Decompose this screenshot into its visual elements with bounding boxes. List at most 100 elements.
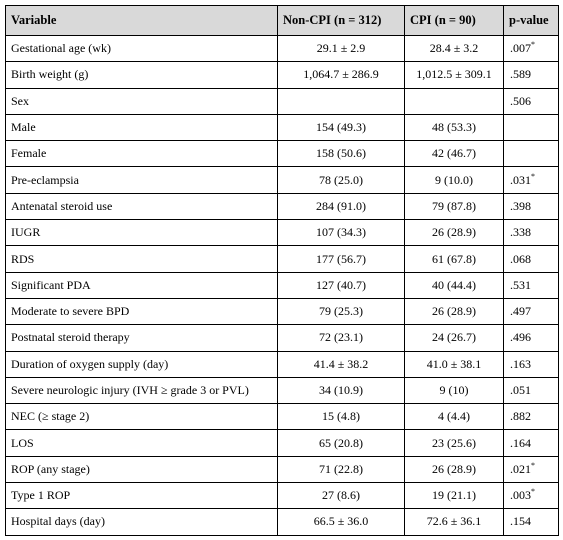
table-cell: 27 (8.6) bbox=[277, 482, 405, 510]
header-text: Variable bbox=[11, 13, 57, 27]
cell-text: 1,064.7 ± 286.9 bbox=[303, 67, 379, 82]
table-row: Moderate to severe BPD 79 (25.3) 26 (28.9)… bbox=[5, 297, 559, 326]
table-row: Pre-eclampsia 78 (25.0) 9 (10.0) .031* bbox=[5, 166, 559, 194]
table-cell: 284 (91.0) bbox=[277, 192, 405, 221]
cell-text: 158 (50.6) bbox=[316, 146, 366, 161]
cell-text: 23 (25.6) bbox=[432, 435, 476, 450]
table-row: Hospital days (day) 66.5 ± 36.0 72.6 ± 36.… bbox=[5, 508, 559, 536]
cell-text: Hospital days (day) bbox=[11, 514, 105, 529]
table-cell: 24 (26.7) bbox=[404, 324, 504, 352]
cell-text: Severe neurologic injury (IVH ≥ grade 3 … bbox=[11, 383, 249, 397]
table-cell: .882 bbox=[503, 403, 559, 431]
table-row: Sex .506 bbox=[5, 87, 559, 115]
cell-text: Postnatal steroid therapy bbox=[11, 330, 130, 345]
cell-text: 1,012.5 ± 309.1 bbox=[416, 67, 492, 82]
cell-text: 72.6 ± 36.1 bbox=[426, 514, 482, 529]
cell-text: .882 bbox=[510, 409, 531, 424]
cell-text: 41.4 ± 38.2 bbox=[313, 356, 369, 371]
table-cell: Birth weight (g) bbox=[5, 61, 278, 89]
table-cell: 15 (4.8) bbox=[277, 403, 405, 431]
table-row: Antenatal steroid use 284 (91.0) 79 (87.8)… bbox=[5, 192, 559, 221]
table-cell: .051 bbox=[503, 376, 559, 405]
cell-text: Sex bbox=[11, 93, 29, 108]
cell-text: .531 bbox=[510, 277, 531, 292]
cell-text: 127 (40.7) bbox=[316, 277, 366, 292]
table-cell: .589 bbox=[503, 61, 559, 89]
cell-text: Gestational age (wk) bbox=[11, 41, 111, 56]
cell-text: .589 bbox=[510, 67, 531, 82]
table-cell: 107 (34.3) bbox=[277, 219, 405, 247]
table-cell bbox=[277, 87, 405, 115]
table-row: Birth weight (g) 1,064.7 ± 286.9 1,012.5 ±… bbox=[5, 61, 559, 89]
table-cell: Postnatal steroid therapy bbox=[5, 324, 278, 352]
table-cell: .338 bbox=[503, 219, 559, 247]
table-row: Significant PDA 127 (40.7) 40 (44.4) .531 bbox=[5, 271, 559, 299]
table-cell: Type 1 ROP bbox=[5, 482, 278, 510]
cell-text: 19 (21.1) bbox=[432, 488, 476, 503]
table-cell: 154 (49.3) bbox=[277, 113, 405, 142]
table-cell: 72.6 ± 36.1 bbox=[404, 508, 504, 536]
table-row: Type 1 ROP 27 (8.6) 19 (21.1) .003* bbox=[5, 482, 559, 510]
table-cell: LOS bbox=[5, 429, 278, 457]
table-row: Severe neurologic injury (IVH ≥ grade 3 … bbox=[5, 376, 559, 405]
table-cell: Severe neurologic injury (IVH ≥ grade 3 … bbox=[5, 376, 278, 405]
header-cell: Non-CPI (n = 312) bbox=[277, 5, 405, 36]
cell-text: Significant PDA bbox=[11, 277, 91, 292]
header-text: p-value bbox=[509, 13, 549, 27]
cell-text: 78 (25.0) bbox=[319, 172, 363, 187]
cell-text: Pre-eclampsia bbox=[11, 172, 79, 187]
table-cell: .007* bbox=[503, 34, 559, 63]
table-cell: .531 bbox=[503, 271, 559, 299]
cell-text: LOS bbox=[11, 435, 34, 450]
table-cell: 9 (10.0) bbox=[404, 166, 504, 194]
table-cell: NEC (≥ stage 2) bbox=[5, 403, 278, 431]
cell-text: Type 1 ROP bbox=[11, 488, 71, 503]
cell-text: .163 bbox=[510, 356, 531, 371]
table-cell: Moderate to severe BPD bbox=[5, 297, 278, 326]
table-cell: 61 (67.8) bbox=[404, 245, 504, 273]
table-cell: Antenatal steroid use bbox=[5, 192, 278, 221]
cell-text: 65 (20.8) bbox=[319, 435, 363, 450]
cell-text: 4 (4.4) bbox=[438, 409, 470, 424]
cell-text: 66.5 ± 36.0 bbox=[313, 514, 369, 529]
cell-text: .051 bbox=[510, 383, 531, 397]
cell-text: 41.0 ± 38.1 bbox=[426, 356, 482, 371]
table-cell: RDS bbox=[5, 245, 278, 273]
cell-text: .496 bbox=[510, 330, 531, 345]
cell-text: Antenatal steroid use bbox=[11, 198, 113, 213]
header-cell: CPI (n = 90) bbox=[404, 5, 504, 36]
table-cell: 34 (10.9) bbox=[277, 376, 405, 405]
cell-text: 40 (44.4) bbox=[432, 277, 476, 292]
cell-text: Female bbox=[11, 146, 47, 161]
cell-text: Birth weight (g) bbox=[11, 67, 89, 82]
table-row: Duration of oxygen supply (day) 41.4 ± 38… bbox=[5, 350, 559, 378]
table-cell: 29.1 ± 2.9 bbox=[277, 34, 405, 63]
cell-text: .068 bbox=[510, 251, 531, 266]
cell-text: .031 bbox=[510, 172, 531, 187]
table-row: Gestational age (wk) 29.1 ± 2.9 28.4 ± 3.2… bbox=[5, 34, 559, 63]
table-cell: 72 (23.1) bbox=[277, 324, 405, 352]
cell-text: 79 (25.3) bbox=[319, 304, 363, 319]
table-cell: .021* bbox=[503, 455, 559, 484]
header-text: Non-CPI (n = 312) bbox=[283, 13, 382, 27]
cell-text: 34 (10.9) bbox=[319, 383, 363, 397]
table-cell: 26 (28.9) bbox=[404, 219, 504, 247]
table-cell: 4 (4.4) bbox=[404, 403, 504, 431]
table-cell: 26 (28.9) bbox=[404, 455, 504, 484]
table-cell: .003* bbox=[503, 482, 559, 510]
cell-text: Duration of oxygen supply (day) bbox=[11, 356, 169, 371]
cell-text: Male bbox=[11, 120, 36, 135]
cell-text: 9 (10.0) bbox=[435, 172, 473, 187]
cell-text: .506 bbox=[510, 93, 531, 108]
table-cell: 26 (28.9) bbox=[404, 297, 504, 326]
table-cell: Pre-eclampsia bbox=[5, 166, 278, 194]
header-cell: Variable bbox=[5, 5, 278, 36]
table-cell: .496 bbox=[503, 324, 559, 352]
significance-mark: * bbox=[531, 487, 535, 497]
cell-text: 154 (49.3) bbox=[316, 120, 366, 135]
significance-mark: * bbox=[531, 40, 535, 50]
table-cell: 65 (20.8) bbox=[277, 429, 405, 457]
table-cell: ROP (any stage) bbox=[5, 455, 278, 484]
cell-text: .338 bbox=[510, 225, 531, 240]
